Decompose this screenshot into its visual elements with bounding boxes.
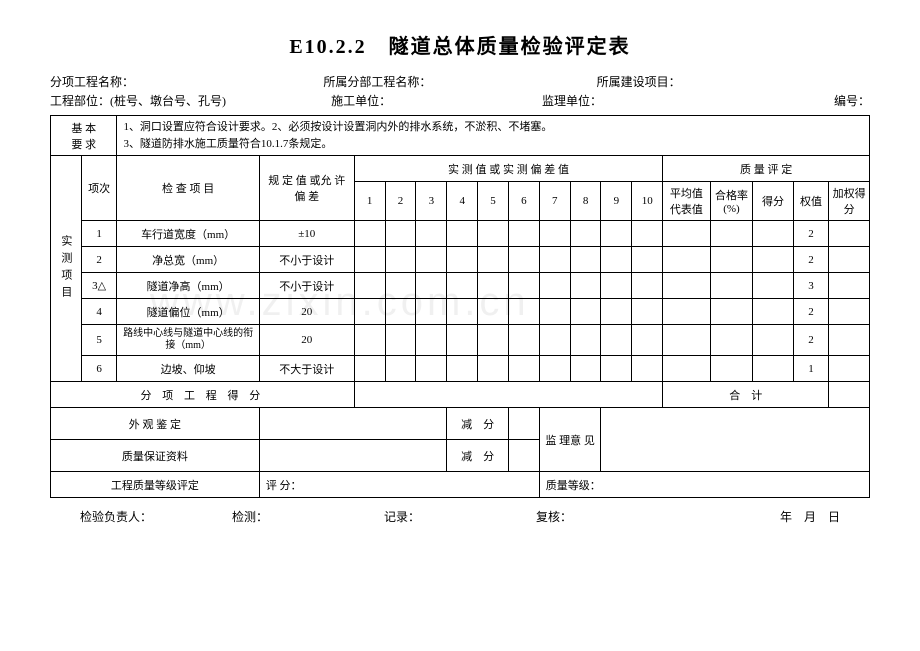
footer-recorder: 记录： bbox=[384, 508, 536, 525]
basic-req-text: 1、洞口设置应符合设计要求。2、必须按设计设置洞内外的排水系统，不淤积、不堵塞。… bbox=[117, 116, 870, 156]
main-table: 基 本 要 求 1、洞口设置应符合设计要求。2、必须按设计设置洞内外的排水系统，… bbox=[50, 115, 870, 498]
table-row: 5 路线中心线与隧道中心线的衔接（mm） 20 2 bbox=[51, 325, 870, 356]
col-n1: 1 bbox=[354, 182, 385, 221]
row-weight: 1 bbox=[793, 356, 829, 382]
col-n6: 6 bbox=[508, 182, 539, 221]
row-spec: 不大于设计 bbox=[259, 356, 354, 382]
qa-deduct: 减 分 bbox=[447, 440, 509, 472]
col-item: 检 查 项 目 bbox=[117, 156, 259, 221]
subtotal-row: 分 项 工 程 得 分 合 计 bbox=[51, 382, 870, 408]
col-n3: 3 bbox=[416, 182, 447, 221]
footer-inspector: 检验负责人： bbox=[80, 508, 232, 525]
col-n8: 8 bbox=[570, 182, 601, 221]
row-item: 隧道净高（mm） bbox=[117, 273, 259, 299]
row-weight: 2 bbox=[793, 221, 829, 247]
header-supervisor: 监理单位： bbox=[542, 92, 753, 109]
table-row: 1 车行道宽度（mm） ±10 2 bbox=[51, 221, 870, 247]
row-weight: 3 bbox=[793, 273, 829, 299]
header-row-2: 工程部位：(桩号、墩台号、孔号) 施工单位： 监理单位： 编号： bbox=[50, 92, 870, 109]
row-no: 5 bbox=[81, 325, 117, 356]
head-row-1: 实测项目 项次 检 查 项 目 规 定 值 或允 许 偏 差 实 测 值 或 实… bbox=[51, 156, 870, 182]
row-spec: 20 bbox=[259, 325, 354, 356]
header-serial: 编号： bbox=[753, 92, 870, 109]
appearance-row: 外 观 鉴 定 减 分 监 理意 见 bbox=[51, 408, 870, 440]
col-n4: 4 bbox=[447, 182, 478, 221]
col-n2: 2 bbox=[385, 182, 416, 221]
basic-req-row: 基 本 要 求 1、洞口设置应符合设计要求。2、必须按设计设置洞内外的排水系统，… bbox=[51, 116, 870, 156]
header-contractor: 施工单位： bbox=[331, 92, 542, 109]
col-n10: 10 bbox=[632, 182, 663, 221]
footer-date: 年 月 日 bbox=[688, 508, 840, 525]
col-spec: 规 定 值 或允 许 偏 差 bbox=[259, 156, 354, 221]
row-no: 2 bbox=[81, 247, 117, 273]
row-no: 1 bbox=[81, 221, 117, 247]
footer-reviewer: 复核： bbox=[536, 508, 688, 525]
table-row: 6 边坡、仰坡 不大于设计 1 bbox=[51, 356, 870, 382]
col-n9: 9 bbox=[601, 182, 632, 221]
basic-label-1: 基 本 bbox=[53, 120, 114, 136]
grade-row: 工程质量等级评定 评 分： 质量等级： bbox=[51, 472, 870, 498]
row-no: 3△ bbox=[81, 273, 117, 299]
col-measured: 实 测 值 或 实 测 偏 差 值 bbox=[354, 156, 662, 182]
row-no: 6 bbox=[81, 356, 117, 382]
row-spec: ±10 bbox=[259, 221, 354, 247]
header-construction-project: 所属建设项目： bbox=[597, 73, 870, 90]
col-score: 得分 bbox=[753, 182, 793, 221]
supervise-label: 监 理意 见 bbox=[539, 408, 601, 472]
row-spec: 不小于设计 bbox=[259, 273, 354, 299]
col-quality: 质 量 评 定 bbox=[663, 156, 870, 182]
row-item: 路线中心线与隧道中心线的衔接（mm） bbox=[117, 325, 259, 356]
side-label: 实测项目 bbox=[51, 156, 82, 382]
header-row-1: 分项工程名称： 所属分部工程名称： 所属建设项目： bbox=[50, 73, 870, 90]
header-location: 工程部位：(桩号、墩台号、孔号) bbox=[50, 92, 331, 109]
header-sub-project: 分项工程名称： bbox=[50, 73, 323, 90]
subtotal-label: 分 项 工 程 得 分 bbox=[51, 382, 355, 408]
table-row: 2 净总宽（mm） 不小于设计 2 bbox=[51, 247, 870, 273]
row-weight: 2 bbox=[793, 299, 829, 325]
row-weight: 2 bbox=[793, 247, 829, 273]
row-item: 净总宽（mm） bbox=[117, 247, 259, 273]
basic-label-2: 要 求 bbox=[53, 136, 114, 152]
col-itemno: 项次 bbox=[81, 156, 117, 221]
grade-level: 质量等级： bbox=[539, 472, 869, 498]
page-title: E10.2.2 隧道总体质量检验评定表 bbox=[50, 30, 870, 59]
row-item: 边坡、仰坡 bbox=[117, 356, 259, 382]
col-n7: 7 bbox=[539, 182, 570, 221]
row-item: 车行道宽度（mm） bbox=[117, 221, 259, 247]
table-row: 4 隧道偏位（mm） 20 2 bbox=[51, 299, 870, 325]
col-avg: 平均值代表值 bbox=[663, 182, 710, 221]
row-no: 4 bbox=[81, 299, 117, 325]
col-wscore: 加权得分 bbox=[829, 182, 870, 221]
subtotal-total: 合 计 bbox=[663, 382, 829, 408]
grade-label: 工程质量等级评定 bbox=[51, 472, 260, 498]
table-row: 3△ 隧道净高（mm） 不小于设计 3 bbox=[51, 273, 870, 299]
row-item: 隧道偏位（mm） bbox=[117, 299, 259, 325]
header-division: 所属分部工程名称： bbox=[323, 73, 596, 90]
col-n5: 5 bbox=[478, 182, 509, 221]
col-pass: 合格率(%) bbox=[710, 182, 753, 221]
grade-score: 评 分： bbox=[259, 472, 539, 498]
footer-row: 检验负责人： 检测： 记录： 复核： 年 月 日 bbox=[50, 508, 870, 525]
row-spec: 20 bbox=[259, 299, 354, 325]
appearance-deduct: 减 分 bbox=[447, 408, 509, 440]
footer-tester: 检测： bbox=[232, 508, 384, 525]
qa-label: 质量保证资料 bbox=[51, 440, 260, 472]
row-weight: 2 bbox=[793, 325, 829, 356]
col-weight: 权值 bbox=[793, 182, 829, 221]
row-spec: 不小于设计 bbox=[259, 247, 354, 273]
appearance-label: 外 观 鉴 定 bbox=[51, 408, 260, 440]
